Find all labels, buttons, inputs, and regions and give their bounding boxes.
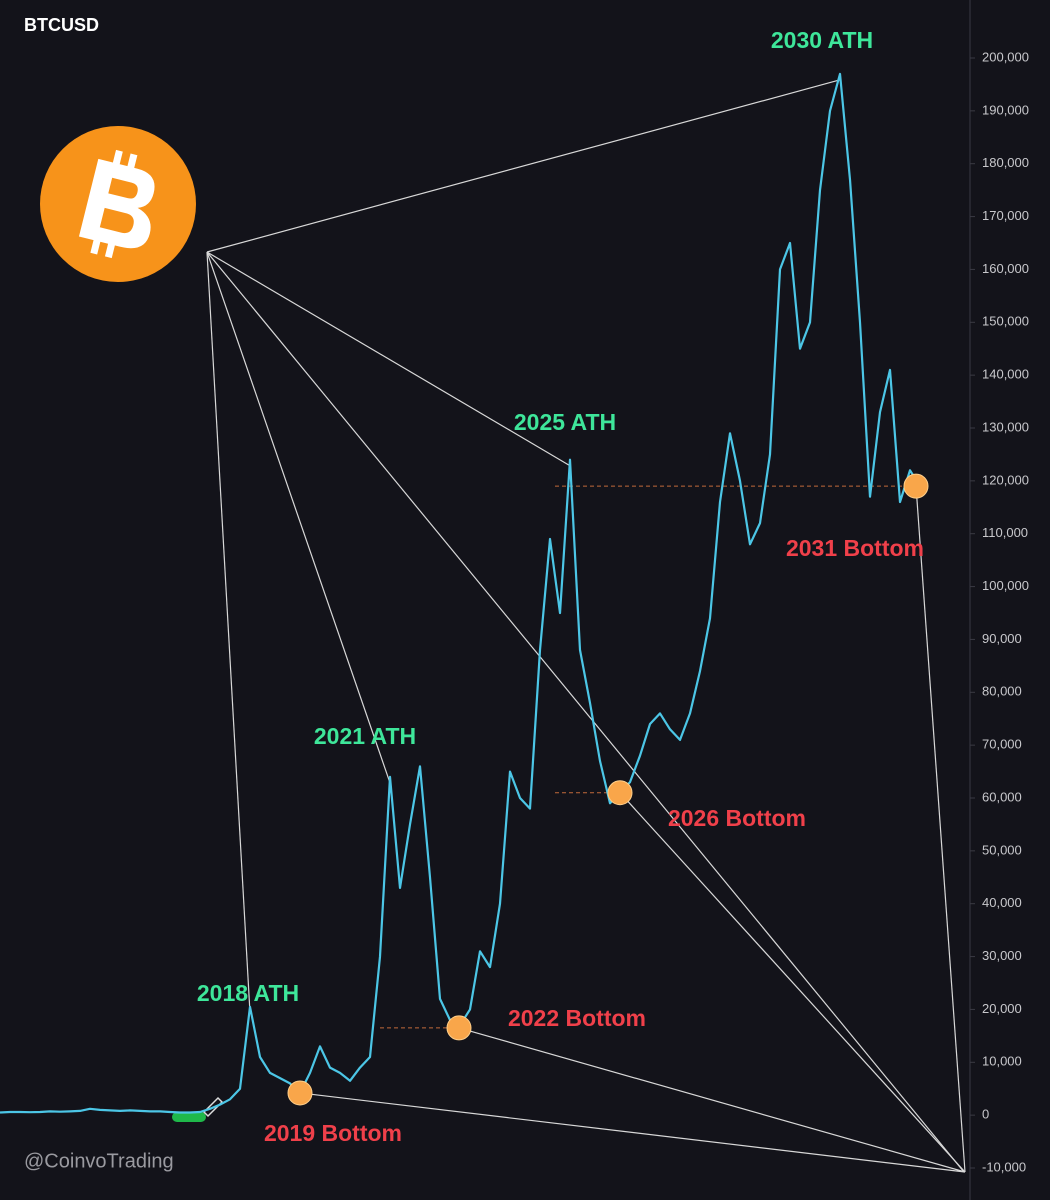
y-tick-label: 50,000 — [982, 842, 1022, 857]
connector — [206, 251, 965, 1173]
ath-label: 2025 ATH — [514, 409, 616, 435]
y-tick-label: 10,000 — [982, 1054, 1022, 1069]
y-tick-label: 200,000 — [982, 49, 1029, 64]
y-tick-label: -10,000 — [982, 1159, 1026, 1174]
y-tick-label: 170,000 — [982, 208, 1029, 223]
y-tick-label: 110,000 — [982, 525, 1028, 540]
bottom-label: 2019 Bottom — [264, 1120, 402, 1146]
logo-glyph — [78, 149, 155, 259]
watermark: @CoinvoTrading — [24, 1150, 174, 1172]
y-tick-label: 90,000 — [982, 631, 1022, 646]
bottom-label: 2022 Bottom — [508, 1005, 646, 1031]
connector — [299, 1092, 966, 1173]
pencil-icon — [202, 1096, 224, 1118]
ath-label: 2030 ATH — [771, 27, 873, 53]
bottom-label: 2026 Bottom — [668, 805, 806, 831]
ath-label: 2018 ATH — [197, 980, 299, 1006]
y-tick-label: 160,000 — [982, 261, 1029, 276]
y-tick-label: 150,000 — [982, 314, 1029, 329]
connector — [206, 251, 571, 467]
y-tick-label: 30,000 — [982, 948, 1022, 963]
connector — [915, 486, 966, 1173]
ath-label: 2021 ATH — [314, 723, 416, 749]
chart-title: BTCUSD — [24, 15, 99, 35]
connector — [206, 251, 391, 784]
bottom-dot — [607, 780, 633, 806]
y-tick-label: 140,000 — [982, 367, 1029, 382]
connector — [206, 79, 841, 253]
y-tick-label: 180,000 — [982, 155, 1029, 170]
y-tick-label: 120,000 — [982, 472, 1029, 487]
y-tick-label: 80,000 — [982, 684, 1022, 699]
connector — [458, 1027, 966, 1173]
bottom-label: 2031 Bottom — [786, 535, 924, 561]
y-tick-label: 130,000 — [982, 419, 1029, 434]
y-tick-label: 100,000 — [982, 578, 1029, 593]
y-tick-label: 190,000 — [982, 102, 1029, 117]
bottom-dot — [446, 1015, 472, 1041]
highlight — [172, 1112, 206, 1122]
y-tick-label: 40,000 — [982, 895, 1022, 910]
bitcoin-logo — [40, 126, 196, 282]
connector — [206, 251, 251, 1013]
y-tick-label: 0 — [982, 1107, 989, 1122]
bottom-dot — [287, 1080, 313, 1106]
y-tick-label: 20,000 — [982, 1001, 1022, 1016]
y-tick-label: 60,000 — [982, 789, 1022, 804]
connector — [619, 792, 966, 1173]
bottom-dot — [903, 473, 929, 499]
y-tick-label: 70,000 — [982, 737, 1022, 752]
